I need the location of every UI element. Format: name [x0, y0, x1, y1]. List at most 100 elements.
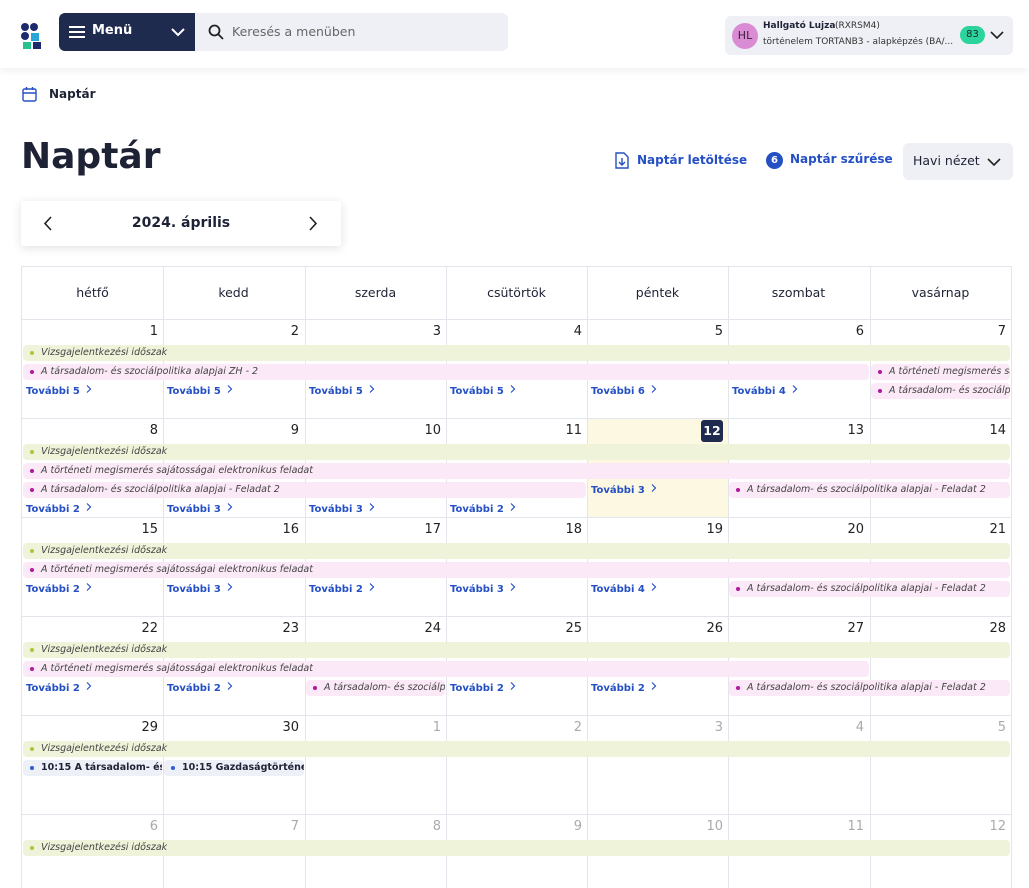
day-number: 18: [565, 522, 582, 537]
download-button[interactable]: Naptár letöltése: [637, 153, 748, 167]
row-line: [22, 814, 1011, 815]
event[interactable]: Vizsgajelentkezési időszak: [23, 345, 1010, 361]
day-number: 11: [565, 423, 582, 438]
day-number: 3: [432, 324, 441, 339]
more-link[interactable]: További 3: [309, 502, 377, 517]
user-program: történelem TORTANB3 - alapképzés (BA/...: [763, 37, 954, 47]
event[interactable]: A társadalom- és szociálpolitika alapjai…: [23, 364, 869, 380]
page-title: Naptár: [21, 136, 161, 177]
more-link[interactable]: További 3: [450, 582, 518, 597]
event[interactable]: Vizsgajelentkezési időszak: [23, 741, 1010, 757]
more-link[interactable]: További 2: [26, 582, 94, 597]
search-placeholder: Keresés a menüben: [232, 24, 356, 39]
day-number: 2: [290, 324, 299, 339]
day-number: 21: [989, 522, 1006, 537]
logo: [21, 23, 41, 49]
more-link[interactable]: További 2: [591, 681, 659, 696]
event-label: A társadalom- és ...: [74, 762, 162, 773]
day-number: 9: [290, 423, 299, 438]
search-box[interactable]: Keresés a menüben: [195, 13, 508, 51]
chevron: [990, 31, 1004, 40]
user-card[interactable]: HL Hallgató Lujza (RXRSM4) történelem TO…: [725, 16, 1013, 55]
more-link[interactable]: További 2: [450, 502, 518, 517]
day-number: 26: [706, 621, 723, 636]
weekday: szombat: [771, 285, 826, 300]
view-select[interactable]: Havi nézet: [903, 143, 1013, 180]
chevron: [651, 484, 657, 492]
day-number: 23: [282, 621, 299, 636]
event[interactable]: A történeti megismerés sajátosságai elek…: [23, 661, 869, 677]
weekday: hétfő: [76, 285, 109, 300]
day-number: 1: [432, 720, 441, 735]
event-label: Vizsgajelentkezési időszak: [41, 644, 168, 655]
more-link[interactable]: További 2: [450, 681, 518, 696]
day-number: 20: [847, 522, 864, 537]
day-number: 30: [282, 720, 299, 735]
event[interactable]: A történeti megismerés sajátosságai elek…: [23, 463, 1010, 479]
more-link[interactable]: További 4: [591, 582, 659, 597]
day-number: 4: [855, 720, 864, 735]
event[interactable]: 10:15 Gazdaságtörténe...: [164, 760, 304, 776]
event-label: A történeti megismerés sajátosságai elek…: [41, 663, 313, 674]
next-button[interactable]: [308, 216, 318, 231]
chevron: [792, 385, 798, 393]
chevron: [369, 503, 375, 511]
menu-icon: [69, 26, 85, 38]
event-label: A történeti megismerés sa...: [889, 366, 1010, 377]
chevron: [510, 583, 516, 591]
day-number: 19: [706, 522, 723, 537]
search-icon: [208, 24, 224, 40]
chevron: [86, 583, 92, 591]
chevron: [651, 682, 657, 690]
more-link[interactable]: További 3: [167, 502, 235, 517]
calendar-grid: hétfő kedd szerda csütörtök péntek szombat vas…: [21, 266, 1012, 888]
day-number: 29: [141, 720, 158, 735]
event[interactable]: Vizsgajelentkezési időszak: [23, 543, 1010, 559]
event[interactable]: Vizsgajelentkezési időszak: [23, 840, 1010, 856]
event[interactable]: 10:15 A társadalom- és ...: [23, 760, 162, 776]
event-label: A társadalom- és szociálpolitika alapjai…: [747, 484, 986, 495]
prev-button[interactable]: [43, 216, 53, 231]
more-link[interactable]: További 2: [167, 681, 235, 696]
day-number: 7: [290, 819, 299, 834]
weekday: szerda: [354, 285, 397, 300]
more-link[interactable]: További 2: [26, 681, 94, 696]
filter-button[interactable]: Naptár szűrése: [790, 152, 893, 166]
user-code: (RXRSM4): [835, 21, 880, 31]
more-link[interactable]: További 4: [732, 384, 800, 399]
event[interactable]: A társadalom- és szociálpolitika alapjai…: [729, 482, 1010, 498]
more-link[interactable]: További 6: [591, 384, 659, 399]
event[interactable]: Vizsgajelentkezési időszak: [23, 444, 1010, 460]
event[interactable]: A társadalom- és szociálp...: [871, 383, 1010, 399]
day-number: 25: [565, 621, 582, 636]
more-link[interactable]: További 2: [309, 582, 377, 597]
day-number: 15: [141, 522, 158, 537]
day-number: 5: [997, 720, 1006, 735]
event[interactable]: A történeti megismerés sa...: [871, 364, 1010, 380]
event-label: Gazdaságtörténe...: [215, 762, 304, 773]
menu-button[interactable]: Menü: [59, 13, 195, 51]
weekday: péntek: [635, 285, 680, 300]
event[interactable]: A társadalom- és szociálpolitika alapjai…: [23, 482, 586, 498]
event[interactable]: A társadalom- és szociálpolitika alapjai…: [729, 680, 1010, 696]
event[interactable]: Vizsgajelentkezési időszak: [23, 642, 1010, 658]
more-link[interactable]: További 5: [309, 384, 377, 399]
day-number: 7: [997, 324, 1006, 339]
day-number: 17: [424, 522, 441, 537]
more-link[interactable]: További 5: [450, 384, 518, 399]
more-link[interactable]: További 5: [26, 384, 94, 399]
day-number: 6: [149, 819, 158, 834]
more-link[interactable]: További 2: [26, 502, 94, 517]
chevron: [651, 385, 657, 393]
event[interactable]: A társadalom- és szociálp...: [306, 680, 445, 696]
event[interactable]: A társadalom- és szociálpolitika alapjai…: [729, 581, 1010, 597]
more-link[interactable]: További 3: [167, 582, 235, 597]
more-link[interactable]: További 3: [591, 483, 659, 498]
breadcrumb[interactable]: Naptár: [49, 87, 96, 101]
day-number: 16: [282, 522, 299, 537]
event-label: Vizsgajelentkezési időszak: [41, 545, 168, 556]
event[interactable]: A történeti megismerés sajátosságai elek…: [23, 562, 1010, 578]
event-label: A történeti megismerés sajátosságai elek…: [41, 564, 313, 575]
more-link[interactable]: További 5: [167, 384, 235, 399]
